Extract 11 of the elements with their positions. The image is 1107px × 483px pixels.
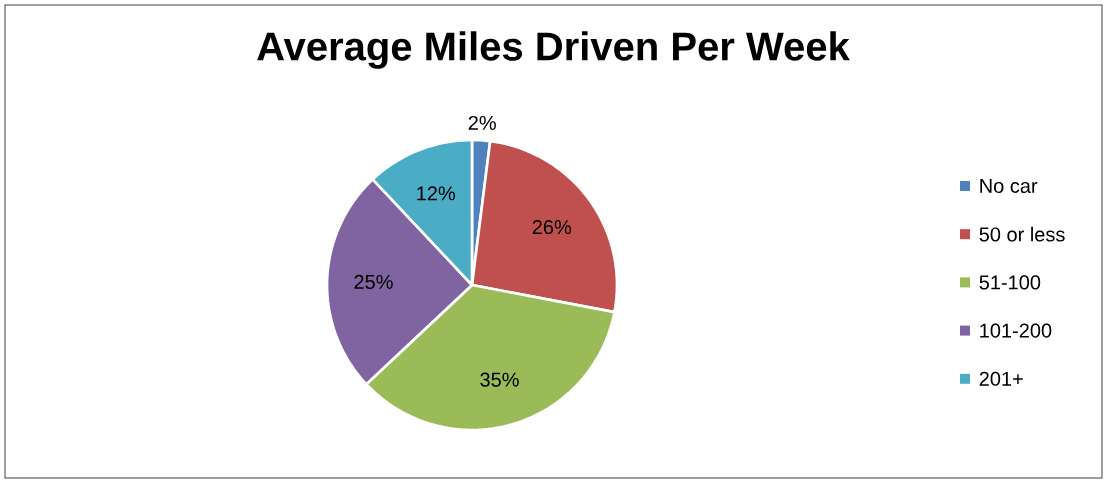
chart-title: Average Miles Driven Per Week: [257, 31, 850, 69]
data-label: 35%: [480, 372, 519, 387]
data-label: 2%: [468, 115, 496, 130]
legend-label: 101-200: [980, 323, 1052, 338]
data-label: 25%: [354, 274, 393, 289]
data-label: 26%: [532, 219, 572, 235]
legend-label: 50 or less: [979, 226, 1065, 242]
data-label: 12%: [417, 186, 455, 201]
legend-label: 51-100: [979, 275, 1041, 290]
legend-label: 201+: [979, 371, 1023, 386]
legend-label: No car: [980, 179, 1038, 193]
